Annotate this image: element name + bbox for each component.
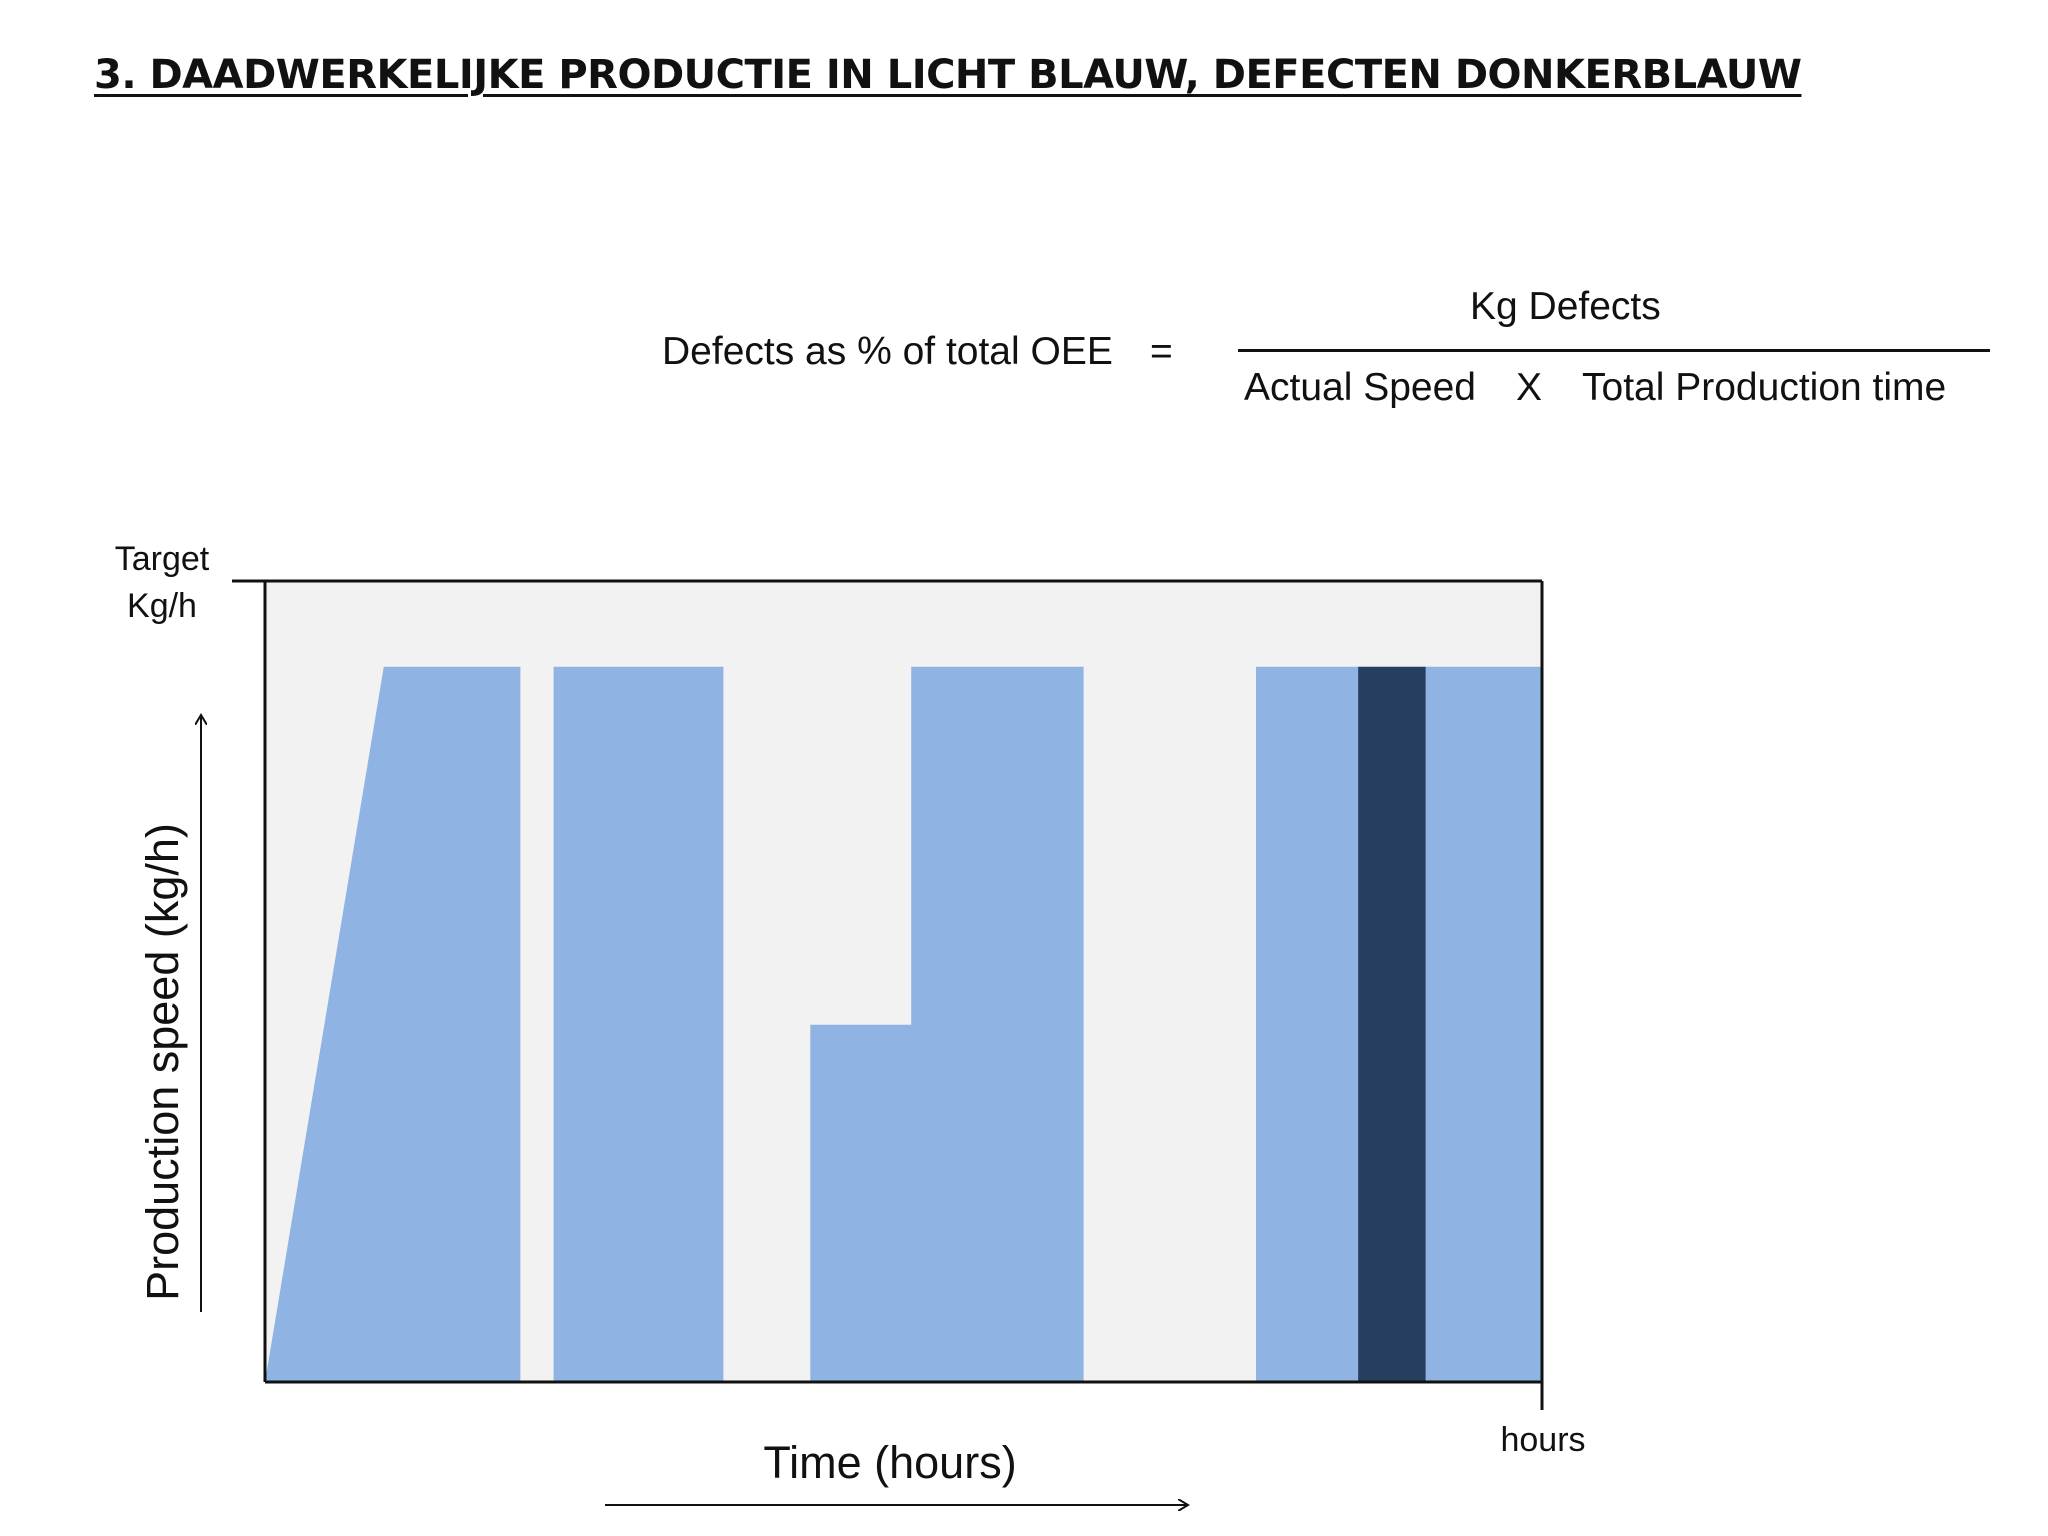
production-block-2 [553,666,724,1382]
production-block-3 [810,666,1084,1382]
fraction-bar [1238,349,1990,352]
formula-label: Defects as % of total OEE [662,330,1113,373]
production-block-6 [1425,666,1542,1382]
y-axis-title: Production speed (kg/h) [137,823,188,1301]
x-end-label: hours [1500,1421,1585,1459]
y-top-label-line2: Kg/h [127,587,197,625]
series-layer [265,666,1542,1382]
denominator-right: Total Production time [1582,366,1947,409]
formula-numerator: Kg Defects [1470,285,1661,328]
denominator-left: Actual Speed [1244,366,1477,409]
y-top-label-line1: Target [115,540,210,578]
formula-denominator: Actual Speed X Total Production time [1244,366,1946,410]
production-block-1 [265,666,521,1382]
formula-equals: = [1150,330,1173,373]
defects-block-5 [1358,666,1426,1382]
production-block-4 [1256,666,1359,1382]
multiply-operator: X [1516,366,1543,409]
x-axis-title: Time (hours) [763,1437,1016,1488]
slide-title: 3. DAADWERKELIJKE PRODUCTIE IN LICHT BLA… [94,52,1802,98]
